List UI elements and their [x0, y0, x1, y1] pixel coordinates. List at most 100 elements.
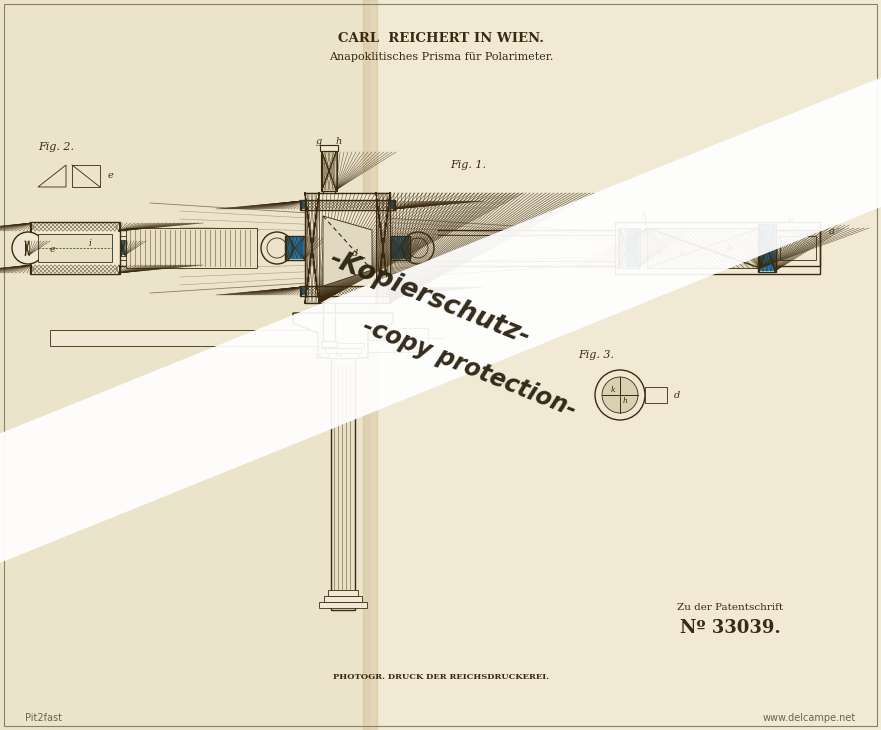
Bar	[647, 228, 760, 268]
Bar	[328, 353, 358, 358]
Bar	[618, 226, 621, 270]
Bar	[331, 358, 355, 610]
Text: Zu der Patentschrift: Zu der Patentschrift	[677, 604, 783, 612]
Bar	[285, 236, 305, 260]
Bar	[363, 0, 377, 730]
Bar	[286, 237, 304, 259]
Bar	[376, 193, 390, 303]
Bar	[598, 226, 601, 270]
Text: i: i	[89, 239, 92, 247]
Bar	[301, 201, 394, 209]
Bar	[594, 226, 597, 270]
Bar	[120, 240, 126, 256]
Text: g: g	[316, 137, 322, 145]
Bar	[615, 222, 820, 274]
Text: Fig. 3.: Fig. 3.	[578, 350, 614, 360]
Bar	[610, 226, 613, 270]
Bar	[324, 596, 362, 602]
Text: -copy protection-: -copy protection-	[359, 314, 581, 422]
Bar	[390, 236, 410, 260]
Text: -Kopierschutz-: -Kopierschutz-	[326, 246, 535, 350]
Text: b: b	[788, 216, 793, 224]
Bar	[121, 241, 125, 255]
Bar	[300, 200, 395, 210]
Bar	[305, 193, 319, 303]
Text: h₁: h₁	[335, 351, 344, 359]
Bar	[759, 225, 775, 271]
Bar	[38, 234, 112, 262]
Bar	[0, 0, 370, 730]
Bar	[321, 341, 337, 347]
Text: www.delcampe.net: www.delcampe.net	[763, 713, 856, 723]
Text: f: f	[381, 337, 385, 345]
Bar	[320, 145, 338, 151]
Text: g₁: g₁	[315, 351, 323, 359]
Circle shape	[12, 232, 44, 264]
Bar	[301, 287, 394, 295]
Bar	[322, 152, 336, 190]
Bar	[301, 287, 394, 295]
Bar	[31, 223, 119, 231]
Bar	[126, 228, 257, 268]
Bar	[31, 223, 119, 231]
Bar	[619, 229, 639, 267]
Bar	[391, 237, 409, 259]
Bar	[319, 602, 367, 608]
Text: Nº 33039.: Nº 33039.	[679, 619, 781, 637]
Bar	[618, 228, 640, 268]
Polygon shape	[293, 313, 393, 358]
Bar	[328, 590, 358, 596]
Bar	[622, 226, 625, 270]
Bar	[300, 286, 395, 296]
Text: c: c	[657, 249, 663, 257]
Polygon shape	[0, 77, 881, 563]
Bar	[355, 340, 425, 352]
Bar	[391, 237, 409, 259]
Circle shape	[595, 370, 645, 420]
Text: PHOTOGR. DRUCK DER REICHSDRUCKEREI.: PHOTOGR. DRUCK DER REICHSDRUCKEREI.	[333, 673, 549, 681]
Text: Fig. 2.: Fig. 2.	[38, 142, 74, 152]
Text: e: e	[381, 323, 386, 332]
Bar	[776, 230, 820, 266]
Bar	[30, 222, 120, 274]
Bar	[780, 236, 816, 260]
Bar	[645, 387, 667, 403]
Bar	[370, 0, 881, 730]
Bar	[619, 229, 639, 267]
Text: Pit2fast: Pit2fast	[25, 713, 62, 723]
Bar	[759, 225, 775, 271]
Text: a: a	[829, 228, 835, 237]
Text: k: k	[611, 386, 615, 394]
Bar	[398, 328, 428, 348]
Text: Fig. 1.: Fig. 1.	[450, 160, 486, 170]
Text: d: d	[674, 391, 680, 399]
Bar	[31, 265, 119, 273]
Text: k₁: k₁	[679, 249, 687, 257]
Text: d: d	[352, 248, 358, 258]
Text: CARL  REICHERT IN WIEN.: CARL REICHERT IN WIEN.	[338, 31, 544, 45]
Bar	[24, 240, 30, 256]
Circle shape	[602, 377, 638, 413]
Bar	[614, 226, 617, 270]
Text: h: h	[623, 397, 627, 405]
Text: h: h	[336, 137, 342, 145]
Bar	[647, 228, 760, 268]
Bar	[301, 201, 394, 209]
Text: e: e	[108, 171, 114, 180]
Bar	[376, 193, 390, 303]
Polygon shape	[323, 216, 372, 286]
Bar	[25, 241, 29, 255]
Bar	[25, 241, 29, 255]
Bar	[590, 226, 593, 270]
Bar	[121, 241, 125, 255]
Bar	[322, 343, 364, 348]
Bar	[50, 330, 331, 346]
Bar	[322, 152, 336, 190]
Bar	[606, 226, 609, 270]
Bar	[305, 193, 319, 303]
Bar	[286, 237, 304, 259]
Text: Anapoklitisches Prisma für Polarimeter.: Anapoklitisches Prisma für Polarimeter.	[329, 52, 553, 62]
Bar	[602, 226, 605, 270]
Bar	[31, 265, 119, 273]
Bar	[325, 348, 361, 353]
